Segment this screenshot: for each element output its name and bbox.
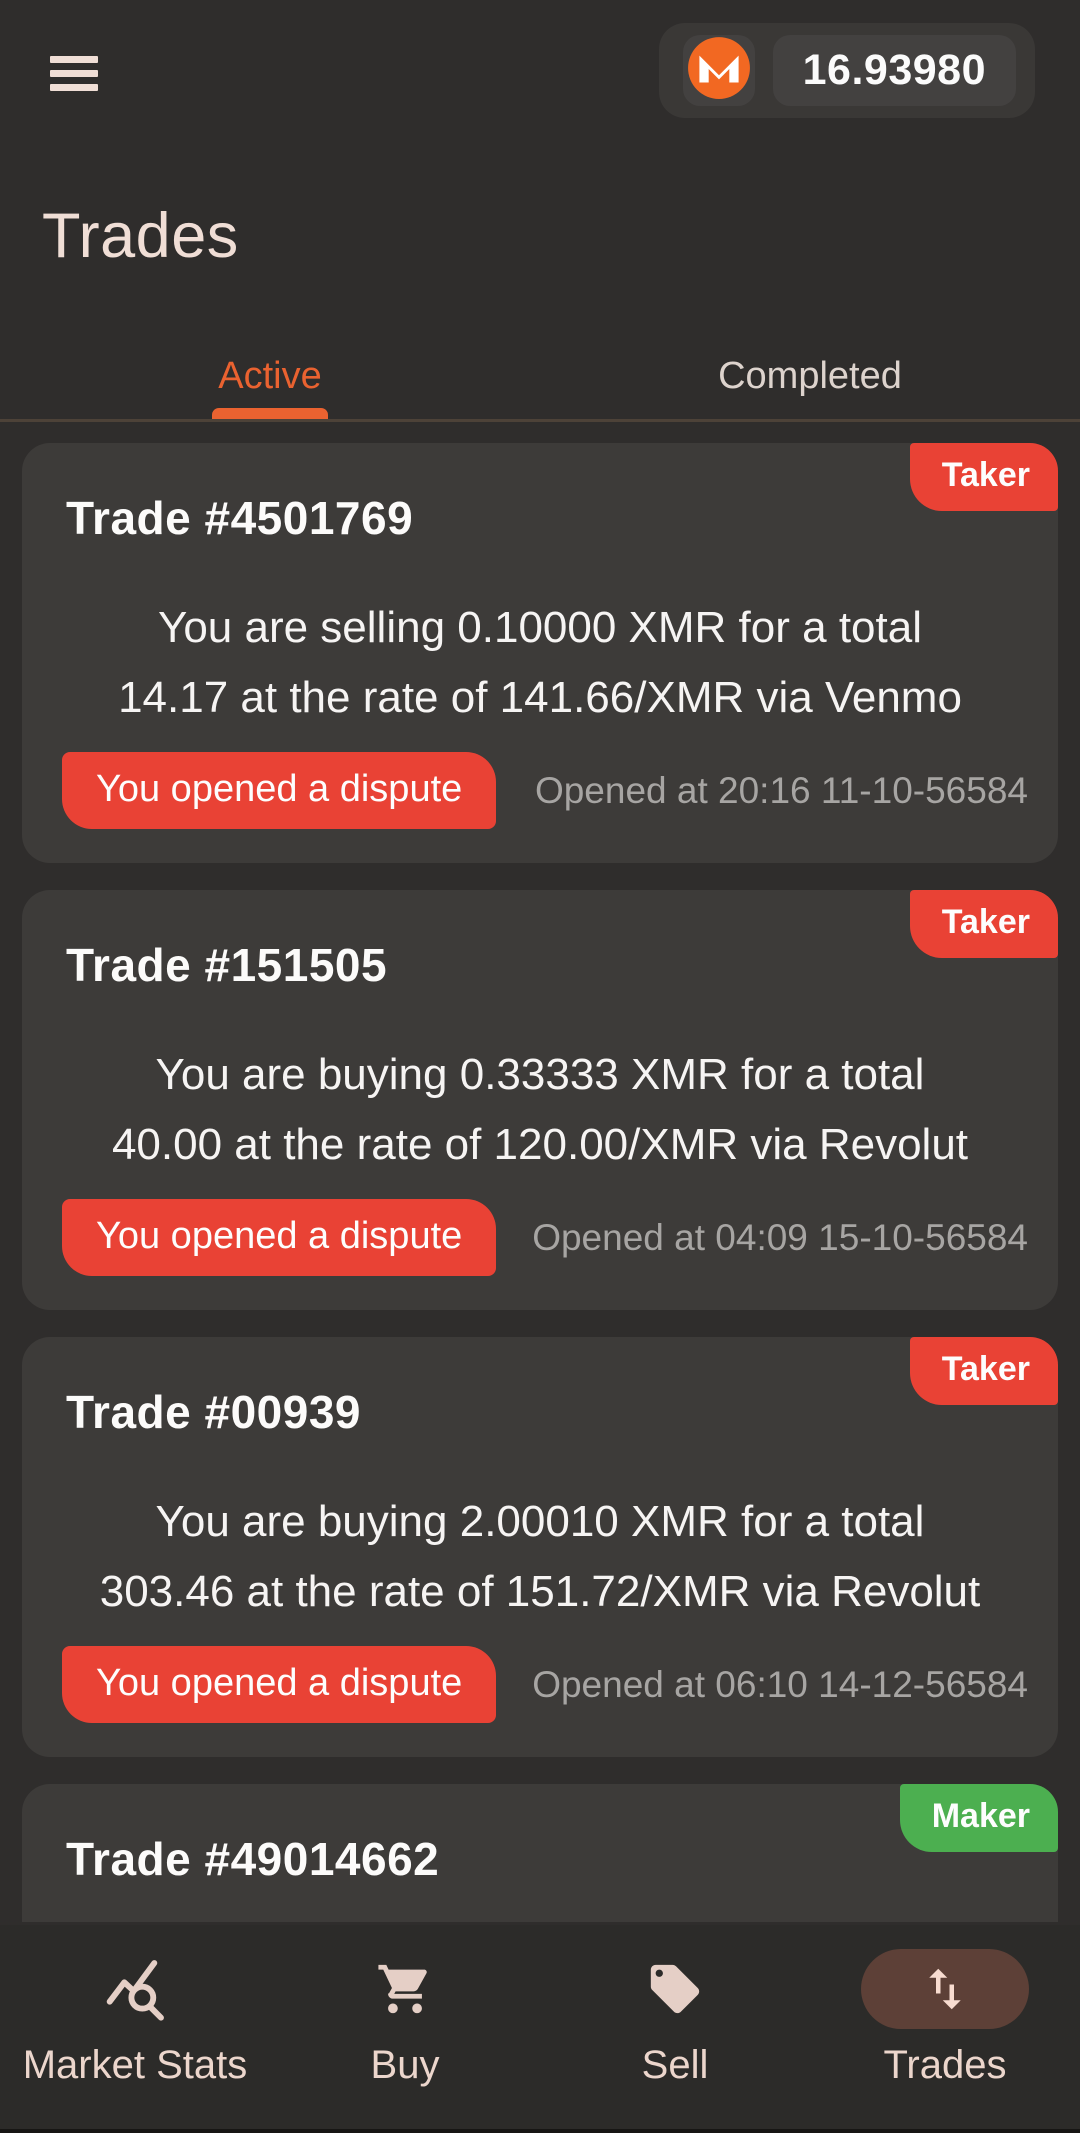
page-title: Trades bbox=[42, 201, 239, 272]
monero-logo bbox=[686, 35, 752, 106]
nav-item-buy[interactable]: Buy bbox=[270, 1925, 540, 2129]
swap-vert-icon bbox=[918, 1962, 972, 2016]
trade-summary: You are buying 0.33333 XMR for a total 4… bbox=[52, 1040, 1028, 1180]
monero-icon-tile bbox=[682, 35, 755, 106]
nav-label: Buy bbox=[370, 2043, 440, 2087]
opened-timestamp: Opened at 20:16 11-10-56584 bbox=[534, 769, 1028, 811]
trade-card[interactable]: Taker Trade #4501769 You are selling 0.1… bbox=[22, 443, 1058, 863]
nav-label: Sell bbox=[641, 2043, 709, 2087]
tab-bar: Active Completed bbox=[0, 330, 1080, 422]
trade-id: Trade #151505 bbox=[66, 939, 388, 991]
wallet-balance-pill[interactable]: 16.93980 bbox=[658, 23, 1035, 118]
trade-summary-line2: 40.00 at the rate of 120.00/XMR via Revo… bbox=[111, 1120, 969, 1169]
nav-item-market-stats[interactable]: Market Stats bbox=[0, 1925, 270, 2129]
dispute-status-chip: You opened a dispute bbox=[62, 1646, 497, 1723]
query-stats-icon bbox=[103, 1957, 167, 2021]
trade-summary: You are selling 0.10000 XMR for a total … bbox=[52, 593, 1028, 733]
balance-amount-tile: 16.93980 bbox=[772, 35, 1016, 106]
shopping-cart-icon bbox=[376, 1960, 434, 2018]
trade-card[interactable]: Maker Trade #49014662 bbox=[22, 1784, 1058, 1922]
trade-id: Trade #00939 bbox=[66, 1386, 362, 1438]
tab-completed[interactable]: Completed bbox=[718, 354, 902, 397]
dispute-status-chip: You opened a dispute bbox=[62, 1199, 497, 1276]
nav-item-trades[interactable]: Trades bbox=[810, 1925, 1080, 2129]
opened-timestamp: Opened at 06:10 14-12-56584 bbox=[532, 1663, 1028, 1705]
trade-list: Taker Trade #4501769 You are selling 0.1… bbox=[0, 443, 1080, 1922]
trade-summary: You are buying 2.00010 XMR for a total 3… bbox=[52, 1487, 1028, 1627]
trade-card[interactable]: Taker Trade #00939 You are buying 2.0001… bbox=[22, 1337, 1058, 1757]
role-badge: Maker bbox=[899, 1784, 1058, 1852]
trade-card-footer: You opened a dispute Opened at 20:16 11-… bbox=[62, 752, 1028, 829]
trade-summary-line1: You are buying 2.00010 XMR for a total bbox=[155, 1497, 925, 1546]
active-nav-pill bbox=[861, 1949, 1029, 2029]
trade-summary-line2: 303.46 at the rate of 151.72/XMR via Rev… bbox=[99, 1567, 981, 1616]
role-badge: Taker bbox=[909, 890, 1058, 958]
role-badge: Taker bbox=[909, 1337, 1058, 1405]
bottom-navigation: Market Stats Buy Sell bbox=[0, 1925, 1080, 2129]
trade-card-footer: You opened a dispute Opened at 06:10 14-… bbox=[62, 1646, 1028, 1723]
trade-summary-line1: You are buying 0.33333 XMR for a total bbox=[155, 1050, 925, 1099]
hamburger-menu-icon[interactable] bbox=[50, 56, 98, 91]
trade-card[interactable]: Taker Trade #151505 You are buying 0.333… bbox=[22, 890, 1058, 1310]
nav-label: Trades bbox=[883, 2043, 1007, 2087]
opened-timestamp: Opened at 04:09 15-10-56584 bbox=[532, 1216, 1028, 1258]
role-badge: Taker bbox=[909, 443, 1058, 511]
balance-amount: 16.93980 bbox=[802, 46, 986, 94]
bottom-edge-strip bbox=[0, 2129, 1080, 2133]
trade-id: Trade #4501769 bbox=[66, 492, 414, 544]
nav-label: Market Stats bbox=[22, 2043, 248, 2087]
trade-card-footer: You opened a dispute Opened at 04:09 15-… bbox=[62, 1199, 1028, 1276]
trade-id: Trade #49014662 bbox=[66, 1833, 440, 1885]
nav-item-sell[interactable]: Sell bbox=[540, 1925, 810, 2129]
trade-summary-line1: You are selling 0.10000 XMR for a total bbox=[158, 603, 922, 652]
sell-tag-icon bbox=[646, 1960, 704, 2018]
tab-indicator bbox=[212, 408, 328, 422]
tab-divider bbox=[0, 419, 1080, 422]
tab-active[interactable]: Active bbox=[0, 330, 540, 422]
trade-summary-line2: 14.17 at the rate of 141.66/XMR via Venm… bbox=[118, 673, 962, 722]
dispute-status-chip: You opened a dispute bbox=[62, 752, 497, 829]
